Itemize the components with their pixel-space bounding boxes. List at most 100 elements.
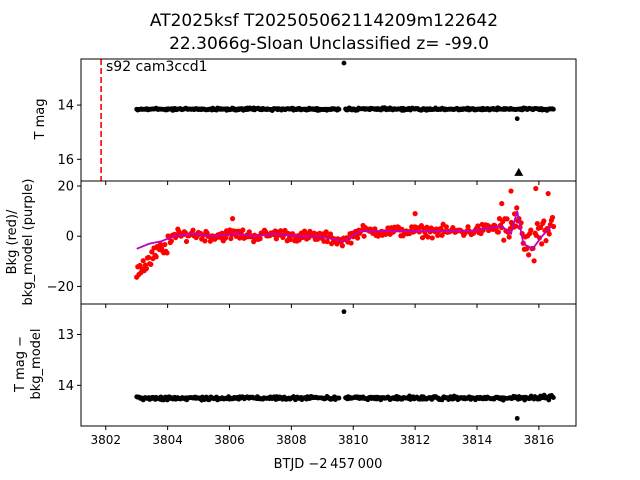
- bkg-point: [162, 241, 168, 248]
- bkg-point: [246, 229, 252, 235]
- x-tick-label: 3808: [276, 433, 307, 447]
- bkg-point: [506, 234, 512, 240]
- top-ytick-label: 14: [57, 99, 74, 114]
- bot-ylabel-line2: bkg_model: [29, 328, 44, 399]
- x-tick-label: 3810: [338, 433, 369, 447]
- bot-ylabel-line1: T mag −: [13, 336, 28, 393]
- top-point: [336, 106, 342, 112]
- bkg-point: [513, 223, 519, 229]
- bot-points: [134, 309, 556, 421]
- bot-point: [551, 395, 556, 400]
- bkg-point: [534, 221, 540, 227]
- bkg-point: [361, 233, 367, 239]
- bkg-point: [354, 235, 361, 241]
- bkg-point: [149, 249, 155, 255]
- bot-outlier-point: [341, 309, 347, 315]
- bkg-point: [425, 234, 431, 240]
- bkg-point: [278, 228, 284, 234]
- bkg-point: [412, 211, 418, 217]
- bkg-point: [222, 235, 229, 241]
- bkg-point: [140, 258, 146, 264]
- bkg-point: [533, 185, 539, 192]
- chart-title-line1: AT2025ksf T202505062114209m122642: [150, 11, 498, 31]
- bkg-point: [323, 229, 329, 235]
- bkg-point: [438, 225, 444, 231]
- bkg-point: [523, 246, 530, 252]
- bkg-point: [164, 250, 170, 256]
- panel-top: s92 cam3ccd1 14 16: [57, 58, 577, 185]
- bkg-point: [157, 241, 164, 247]
- panel-bottom: 13 14 3802 3804 3806 3808 3810 3812 3814 3816: [57, 303, 577, 447]
- top-points: [100, 59, 556, 181]
- top-ylabel: T mag: [33, 99, 48, 141]
- mid-ytick-label: −20: [47, 280, 74, 295]
- bkg-point: [504, 216, 510, 222]
- mid-points: [134, 185, 557, 280]
- bkg-point: [531, 258, 537, 264]
- x-tick-label: 3804: [152, 433, 183, 447]
- x-axis-label: BTJD −2 457 000: [274, 457, 383, 472]
- bkg-point: [145, 254, 152, 261]
- x-tick-label: 3816: [524, 433, 555, 447]
- bkg-point: [539, 241, 545, 247]
- bot-frame: [80, 303, 577, 427]
- top-outlier-point: [341, 60, 347, 66]
- bot-axis: 13 14 3802 3804 3806 3808 3810 3812 3814 3816: [57, 303, 577, 447]
- bkg-point: [443, 224, 449, 230]
- top-annotation: s92 cam3ccd1: [106, 59, 208, 75]
- x-tick-label: 3814: [462, 433, 493, 447]
- bkg-point: [537, 224, 544, 230]
- top-outlier-triangle: [514, 167, 524, 176]
- bkg-point: [546, 231, 552, 237]
- panel-middle: −20 0 20: [47, 180, 577, 308]
- mid-ytick-label: 0: [66, 230, 74, 245]
- bkg-point: [148, 261, 154, 267]
- bkg-point: [202, 238, 208, 244]
- bkg-point: [526, 252, 532, 258]
- bot-ytick-label: 14: [57, 379, 74, 394]
- bkg-point: [190, 227, 196, 233]
- bkg-point: [327, 231, 334, 237]
- bkg-model-line: [136, 210, 552, 250]
- bkg-point: [429, 235, 435, 241]
- bkg-point: [541, 218, 547, 224]
- bot-ytick-label: 13: [57, 328, 74, 343]
- bkg-point: [495, 229, 501, 235]
- bkg-point: [465, 224, 471, 230]
- bot-point: [336, 395, 342, 401]
- bkg-point: [229, 216, 236, 222]
- bkg-point: [257, 236, 263, 242]
- bkg-point: [543, 238, 549, 244]
- bkg-point: [183, 238, 190, 245]
- bkg-point: [528, 227, 534, 233]
- bkg-point: [549, 214, 556, 221]
- top-ytick-label: 16: [57, 153, 74, 168]
- bkg-point: [168, 238, 174, 244]
- bkg-point: [550, 223, 557, 230]
- bkg-point: [514, 205, 520, 211]
- bkg-point: [435, 232, 441, 239]
- mid-ytick-label: 20: [57, 180, 74, 195]
- bkg-point: [499, 200, 505, 207]
- x-tick-label: 3802: [90, 433, 121, 447]
- bkg-point: [501, 237, 507, 243]
- bkg-point: [153, 254, 159, 260]
- x-tick-label: 3806: [214, 433, 245, 447]
- bkg-point: [143, 265, 150, 272]
- bot-outlier-point: [514, 415, 520, 421]
- bkg-point: [475, 223, 481, 229]
- mid-ylabel-line1: Bkg (red)/: [5, 209, 20, 274]
- mid-ylabel-line2: bkg_model (purple): [21, 179, 36, 306]
- chart-title-line2: 22.3066g-Sloan Unclassified z= -99.0: [169, 34, 489, 54]
- bkg-point: [287, 236, 294, 243]
- bkg-point: [240, 227, 246, 233]
- x-tick-label: 3812: [400, 433, 431, 447]
- top-outlier-point: [514, 116, 520, 122]
- bkg-point: [348, 240, 354, 246]
- bkg-point: [545, 190, 551, 197]
- bkg-point: [228, 235, 234, 242]
- bkg-point: [324, 238, 330, 245]
- bkg-point: [339, 243, 346, 249]
- bkg-point: [508, 188, 514, 194]
